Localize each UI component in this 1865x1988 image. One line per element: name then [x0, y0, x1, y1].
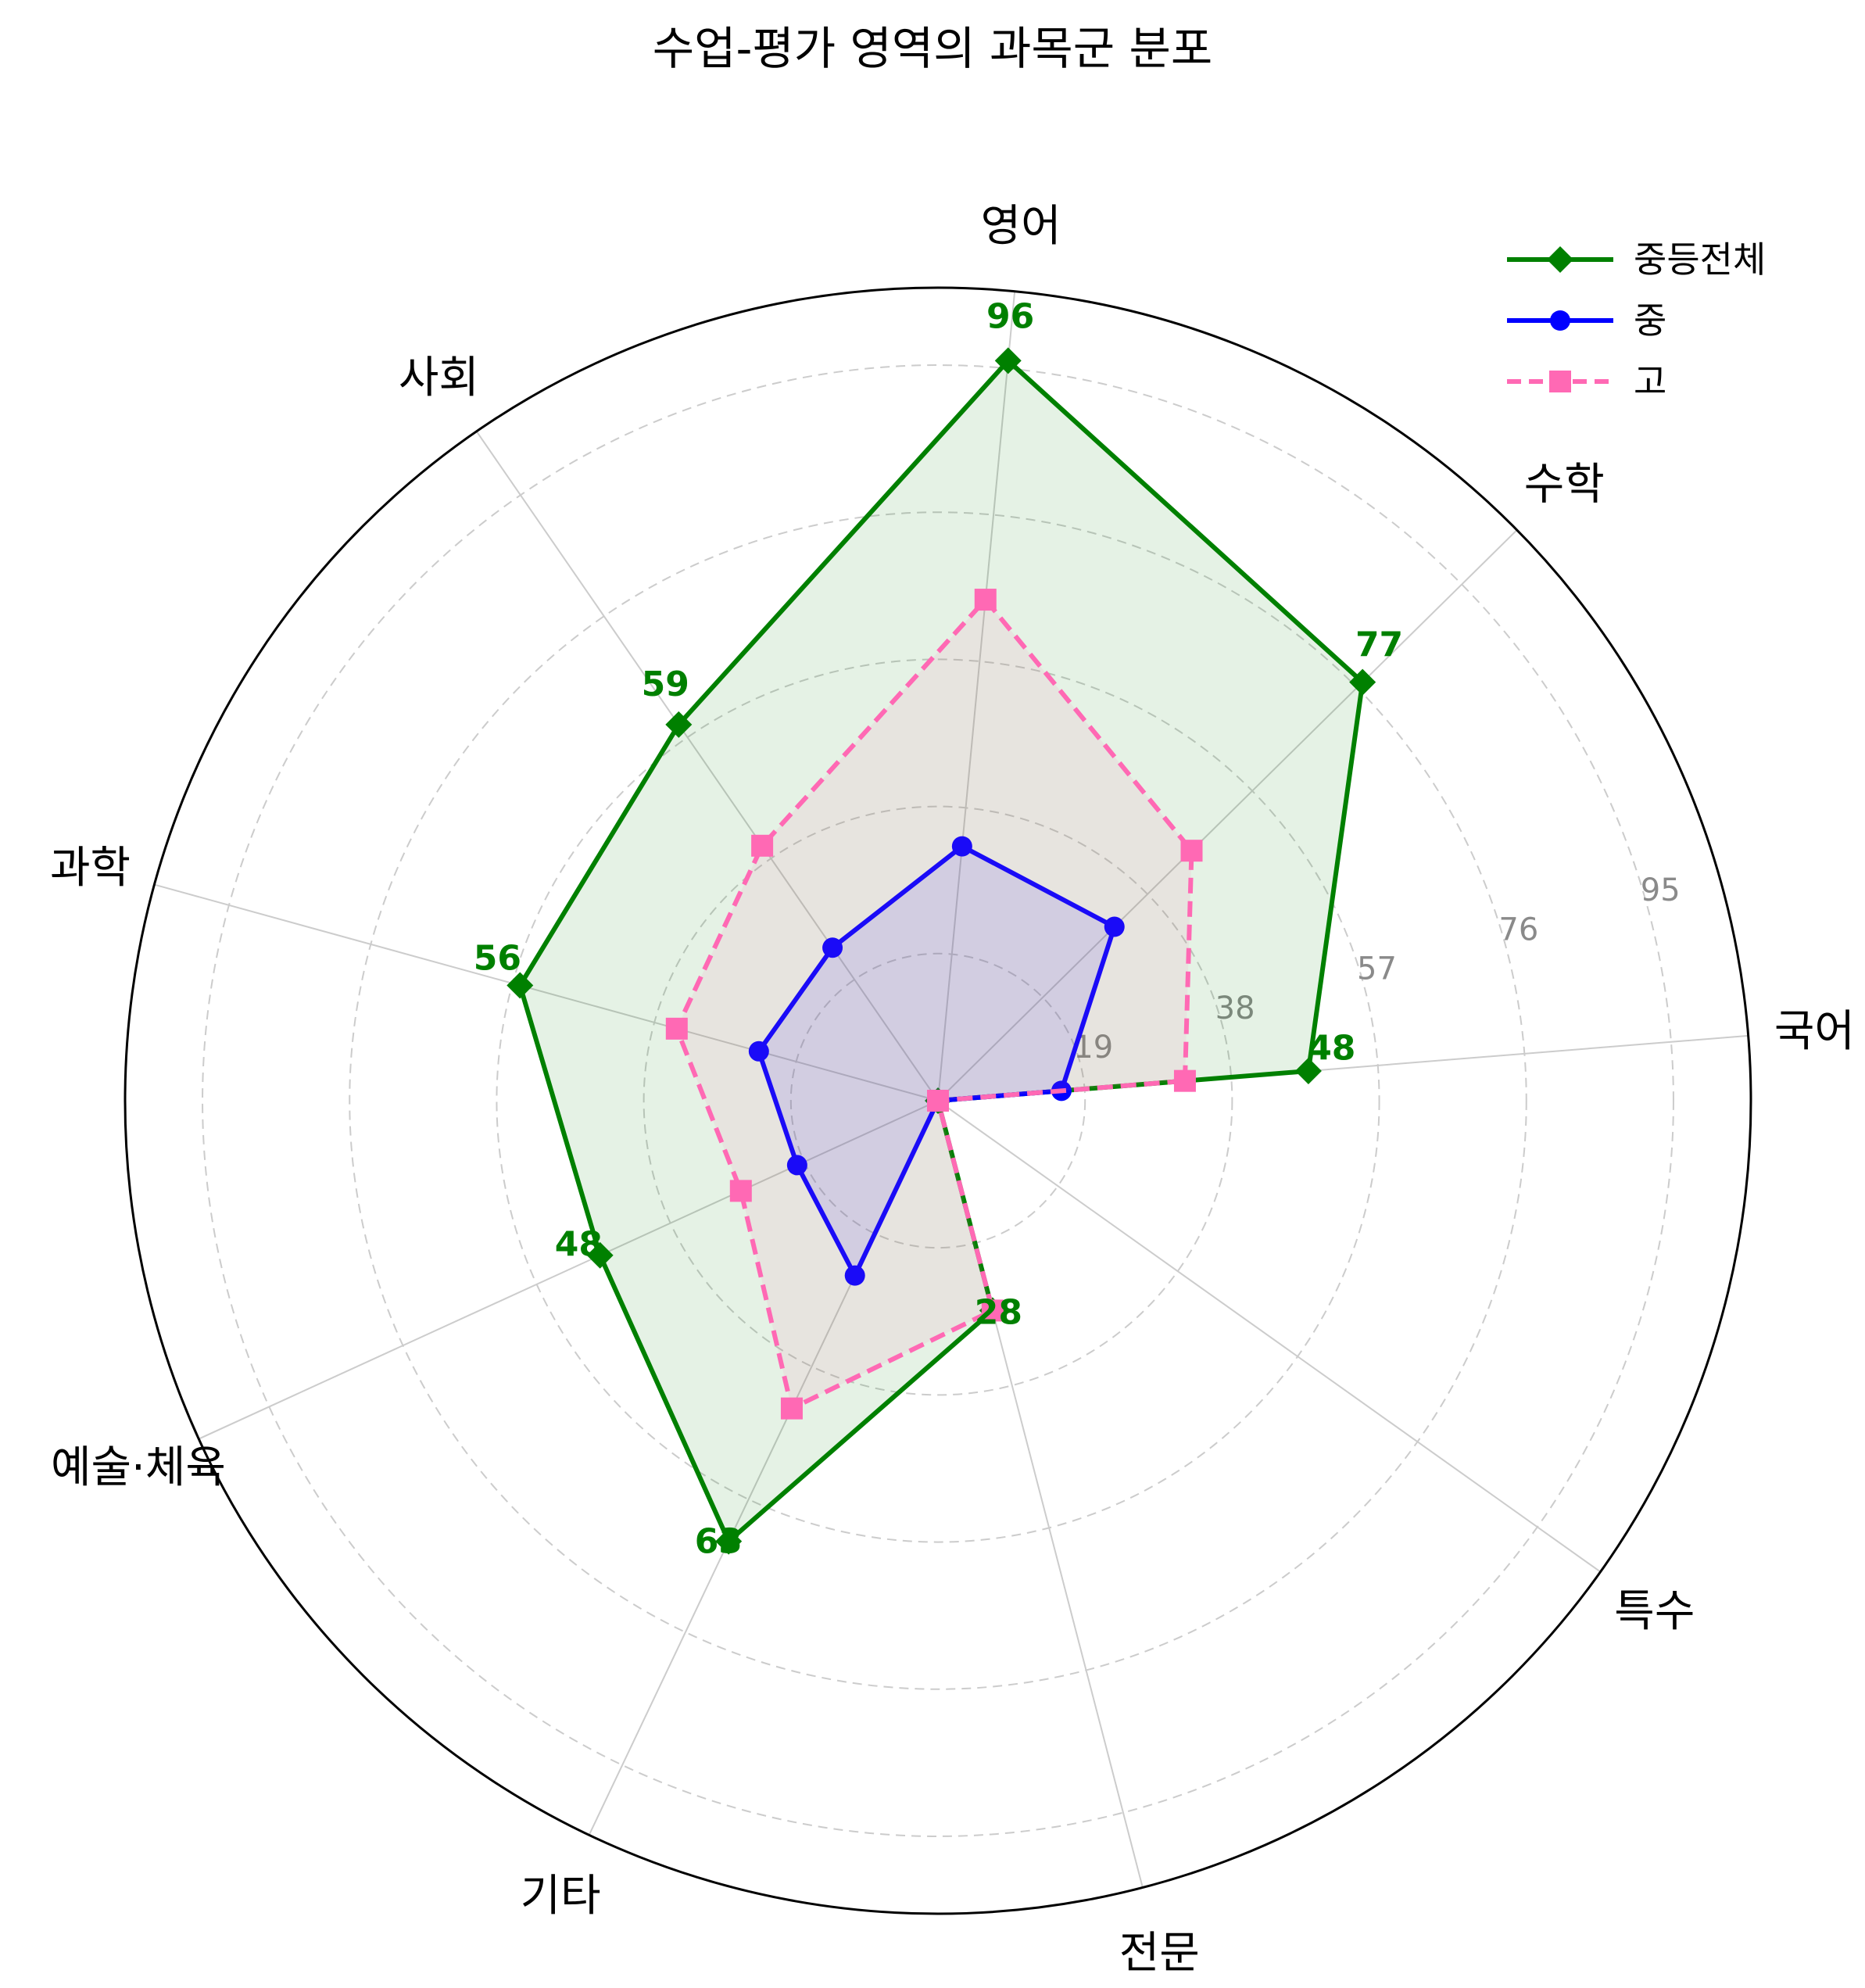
category-label: 특수 [1614, 1586, 1695, 1637]
series-중 [748, 836, 1125, 1286]
grid-circle [643, 805, 1233, 1396]
spoke-line [937, 291, 1016, 1101]
data-point [1173, 1069, 1196, 1092]
data-point [751, 834, 774, 857]
category-label: 예술·체육 [51, 1442, 226, 1493]
outer-boundary [123, 286, 1752, 1915]
chart-title: 수업-평가 영역의 과목군 분포 [653, 22, 1213, 75]
data-label: 59 [642, 664, 689, 704]
series-line [674, 597, 1194, 1411]
radial-tick-label: 38 [1215, 990, 1255, 1026]
data-label: 77 [1355, 625, 1403, 665]
grid-circle [349, 511, 1527, 1690]
series-고 [665, 589, 1203, 1420]
grid-circle [202, 364, 1674, 1837]
category-label: 국어 [1774, 1006, 1855, 1057]
data-point [786, 1155, 807, 1176]
data-point [844, 1265, 865, 1286]
data-point [507, 972, 534, 999]
series-fill [520, 360, 1363, 1542]
category-label: 기타 [521, 1871, 601, 1922]
category-label: 수학 [1524, 459, 1605, 510]
data-point [748, 1041, 769, 1062]
legend-marker [1550, 310, 1570, 331]
legend-entry: 중 [1634, 299, 1666, 342]
data-point [1294, 1058, 1322, 1085]
data-point [729, 1180, 752, 1202]
data-point [1180, 840, 1203, 862]
legend-marker [1547, 246, 1573, 273]
data-point [974, 589, 997, 611]
data-point [586, 1241, 614, 1269]
data-point [927, 1090, 949, 1112]
data-point [951, 836, 972, 857]
data-point [981, 1299, 1004, 1322]
series-layer [507, 347, 1376, 1555]
series-fill [676, 600, 1192, 1409]
spoke-line [937, 529, 1518, 1101]
data-label: 96 [986, 297, 1034, 337]
data-label: 28 [975, 1292, 1022, 1332]
spoke-line [154, 883, 939, 1101]
category-label: 과학 [50, 843, 131, 894]
spoke-line [937, 1100, 1602, 1573]
grid-circle [496, 658, 1380, 1543]
category-label: 사회 [399, 353, 479, 403]
data-label: 48 [1308, 1029, 1355, 1069]
data-point [780, 1397, 803, 1420]
radial-tick-label: 76 [1498, 912, 1538, 947]
data-point [1104, 916, 1125, 937]
radial-tick-label: 57 [1357, 951, 1397, 987]
category-label: 전문 [1119, 1928, 1200, 1979]
series-fill [758, 846, 1115, 1276]
legend-marker [1549, 371, 1571, 392]
data-point [822, 937, 843, 958]
spoke-line [475, 431, 939, 1101]
legend-entry: 중등전체 [1634, 238, 1766, 281]
data-point [715, 1528, 743, 1555]
data-point [1349, 668, 1376, 696]
data-point [665, 1017, 688, 1040]
spoke-line [198, 1100, 939, 1440]
data-point [994, 347, 1022, 374]
data-label: 48 [555, 1224, 603, 1264]
grid-circle [789, 952, 1086, 1249]
data-label: 56 [474, 939, 521, 979]
data-label: 63 [695, 1522, 743, 1562]
category-label: 영어 [981, 201, 1061, 252]
data-point [665, 711, 693, 738]
radial-tick-label: 95 [1641, 872, 1681, 908]
legend-entry: 고 [1634, 360, 1666, 403]
